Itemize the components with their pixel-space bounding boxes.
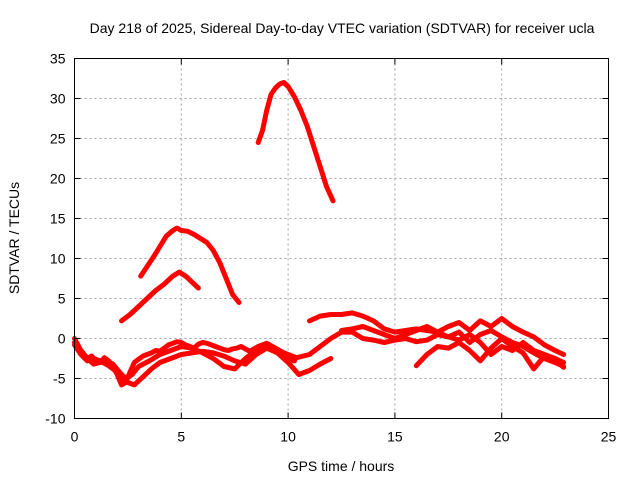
series-midday-peak (255, 80, 336, 204)
y-tick-label: -10 (45, 411, 65, 427)
x-axis-label: GPS time / hours (288, 458, 395, 474)
chart-title: Day 218 of 2025, Sidereal Day-to-day VTE… (90, 20, 595, 36)
axis-ticks: 0 5 10 15 20 25 -10 -5 0 5 10 15 20 25 30 35 (45, 51, 616, 445)
y-tick-label: 20 (50, 171, 66, 187)
y-tick-label: 35 (50, 51, 66, 67)
x-tick-label: 20 (494, 429, 510, 445)
y-tick-label: 10 (50, 251, 66, 267)
y-tick-label: 5 (58, 291, 66, 307)
series-morning-small (119, 269, 201, 324)
series-afternoon-b (294, 328, 567, 369)
series-morning-large (138, 225, 242, 305)
plot-frame (74, 58, 609, 419)
grid (74, 58, 609, 419)
y-tick-label: 30 (50, 91, 66, 107)
x-tick-label: 25 (601, 429, 617, 445)
series-afternoon-d (413, 336, 567, 372)
y-tick-label: 25 (50, 131, 66, 147)
y-tick-label: 15 (50, 211, 66, 227)
y-tick-label: -5 (53, 371, 66, 387)
x-tick-label: 10 (280, 429, 296, 445)
x-tick-label: 0 (71, 429, 79, 445)
series-baseline-c (72, 342, 297, 388)
y-tick-label: 0 (58, 331, 66, 347)
x-tick-label: 15 (387, 429, 403, 445)
x-tick-label: 5 (177, 429, 185, 445)
series-group (72, 80, 567, 388)
y-axis-label: SDTVAR / TECUs (6, 182, 22, 294)
series-afternoon-c (339, 324, 567, 365)
